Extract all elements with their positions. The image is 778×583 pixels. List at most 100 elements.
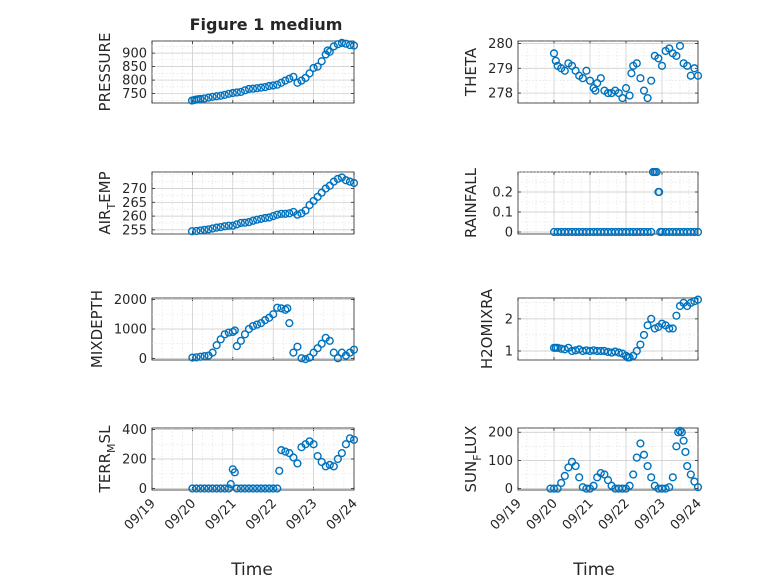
y-axis-label: AIRTEMP: [96, 171, 118, 234]
data-point: [200, 94, 209, 103]
data-point: [636, 340, 645, 349]
data-point: [277, 78, 286, 87]
data-point: [236, 484, 245, 493]
y-tick-label: 750: [122, 87, 147, 102]
y-tick-label: 0: [139, 352, 147, 367]
data-point: [188, 484, 197, 493]
data-point: [675, 426, 685, 435]
data-point: [240, 484, 250, 493]
data-point: [277, 209, 286, 218]
data-point: [693, 71, 703, 80]
y-tick-label: 260: [122, 210, 147, 225]
data-point: [265, 213, 274, 222]
data-point: [337, 449, 346, 458]
subplot-h2omixra: 1 2 H2OMIXRA: [478, 288, 703, 369]
data-point: [273, 210, 282, 219]
x-axis-label-right: Time: [572, 560, 615, 580]
data-point: [244, 84, 254, 94]
data-point: [317, 188, 326, 197]
y-tick-label: 200: [488, 426, 513, 441]
data-point: [192, 484, 201, 493]
data-point: [349, 178, 359, 188]
data-point: [216, 91, 225, 100]
data-point: [293, 78, 302, 87]
data-point: [224, 89, 233, 98]
y-tick-label: 280: [488, 37, 513, 52]
plot-area: [517, 171, 699, 235]
data-point: [600, 346, 609, 356]
data-point: [551, 56, 560, 65]
data-point: [627, 69, 636, 78]
data-point: [236, 218, 245, 228]
data-point: [672, 51, 681, 60]
data-point: [636, 439, 645, 448]
data-point: [277, 304, 286, 313]
data-point: [560, 66, 569, 75]
data-point: [208, 348, 217, 357]
data-point: [261, 316, 270, 325]
data-point: [309, 348, 318, 357]
data-point: [690, 64, 699, 73]
data-point: [672, 311, 681, 320]
subplot-rainfall: 0 0.1 0.2 RAINFALL: [462, 167, 703, 241]
y-tick-label: 0: [505, 482, 513, 497]
data-point: [220, 330, 229, 339]
data-point: [204, 484, 213, 493]
y-axis-label: THETA: [462, 47, 480, 97]
data-point: [639, 86, 649, 95]
data-point: [252, 84, 262, 93]
data-point: [333, 174, 342, 183]
data-point: [256, 83, 266, 92]
data-point: [632, 59, 641, 68]
data-point: [643, 321, 652, 330]
data-point: [281, 447, 290, 456]
data-point: [293, 459, 302, 468]
data-point: [248, 216, 258, 225]
data-point: [329, 462, 338, 471]
data-point: [575, 473, 584, 482]
data-point: [301, 206, 310, 215]
data-point: [208, 484, 217, 493]
data-point: [589, 481, 598, 490]
data-point: [639, 330, 649, 340]
data-point: [281, 305, 290, 314]
data-point: [204, 225, 213, 234]
data-point: [261, 82, 270, 92]
data-point: [325, 47, 334, 56]
data-point: [301, 355, 310, 364]
data-point: [665, 483, 674, 492]
data-point: [345, 434, 355, 443]
data-point: [273, 80, 282, 89]
data-point: [285, 209, 294, 218]
data-point: [220, 90, 229, 100]
data-point: [224, 484, 233, 493]
data-point: [647, 314, 656, 323]
figure-title: Figure 1 medium: [190, 15, 343, 34]
data-point: [567, 346, 577, 356]
data-point: [655, 187, 664, 197]
data-point: [596, 74, 605, 83]
data-point: [269, 81, 278, 90]
data-point: [216, 335, 225, 344]
data-point: [230, 326, 239, 335]
data-point: [672, 442, 681, 451]
data-point: [647, 473, 656, 482]
data-point: [329, 348, 338, 357]
data-point: [337, 38, 346, 47]
data-point: [305, 200, 314, 210]
data-point: [679, 436, 688, 445]
data-point: [293, 210, 302, 219]
data-point: [600, 470, 609, 479]
data-point: [596, 468, 605, 478]
data-point: [690, 227, 699, 237]
data-point: [265, 484, 274, 493]
y-tick-label: 0: [139, 482, 147, 497]
data-point: [349, 41, 359, 50]
data-point: [256, 484, 266, 493]
data-point: [269, 310, 278, 319]
data-point: [309, 63, 318, 73]
data-point: [216, 223, 225, 232]
data-point: [636, 74, 645, 83]
data-point: [686, 470, 695, 479]
data-point: [277, 446, 286, 455]
